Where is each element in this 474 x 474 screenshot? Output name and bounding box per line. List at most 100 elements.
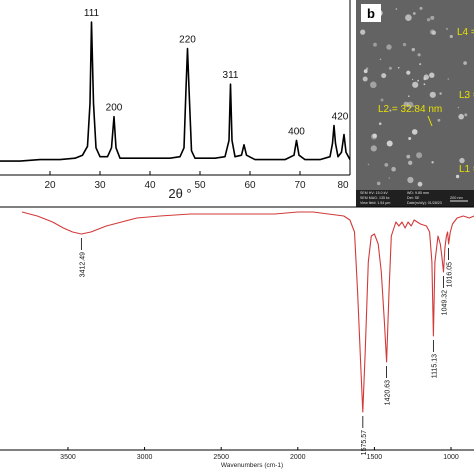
sem-particle [464, 96, 467, 99]
xrd-peak-label: 111 [84, 8, 100, 19]
xrd-tick-label: 20 [44, 180, 56, 191]
sem-meta-date: Date(m/d/y): 01/28/23 [407, 201, 442, 205]
sem-particle [419, 6, 423, 10]
sem-particle [407, 176, 414, 184]
sem-measure-line [427, 115, 433, 127]
sem-particle [391, 166, 396, 172]
sem-particle [411, 129, 418, 135]
sem-particle [378, 122, 382, 125]
xrd-peak-label: 220 [179, 35, 196, 46]
ftir-tick-label: 3000 [137, 454, 153, 461]
sem-particle [406, 154, 411, 159]
sem-panel-letter: b [367, 6, 375, 21]
sem-particle [388, 177, 390, 179]
sem-scale-l1: L1 = [459, 164, 474, 175]
sem-meta-scalebar: 200 nm [450, 196, 463, 200]
xrd-peak-label: 200 [106, 103, 123, 114]
sem-particle [429, 72, 435, 78]
ftir-peak-label: 1115.13 [431, 354, 438, 378]
sem-particle [455, 174, 460, 179]
sem-particle [395, 8, 398, 10]
sem-particle [405, 14, 412, 21]
sem-particle [365, 67, 369, 70]
ftir-peak-label: 1049.32 [441, 290, 448, 315]
ftir-tick-label: 2000 [290, 454, 306, 461]
sem-shade [356, 0, 474, 190]
xrd-tick-label: 70 [294, 180, 306, 191]
sem-particle [457, 106, 460, 109]
ftir-x-label: Wavenumbers (cm-1) [221, 462, 283, 469]
ftir-chart: 3500 3000 2500 2000 1500 1000 3412.49 1575.57 1… [0, 206, 474, 469]
sem-particle [423, 83, 426, 86]
sem-particle [389, 109, 392, 112]
ftir-peak-label: 3412.49 [79, 252, 86, 277]
sem-particle [458, 113, 465, 120]
sem-particle [417, 181, 423, 187]
ftir-peak-label: 1420.63 [385, 380, 392, 405]
ftir-tick-label: 2500 [213, 454, 229, 461]
sem-particle [406, 70, 411, 75]
sem-particle [459, 157, 465, 164]
sem-meta-det: Det: SE [407, 196, 420, 200]
ftir-peak-label: 1575.57 [361, 430, 368, 455]
xrd-tick-label: 50 [194, 180, 206, 191]
xrd-x-label: 2θ ° [168, 186, 191, 201]
sem-meta-mag: SEM MAG: 135 kx [360, 196, 390, 200]
sem-particle [447, 78, 450, 80]
sem-particle [419, 63, 422, 66]
sem-particle [417, 53, 421, 57]
xrd-tick-label: 40 [144, 180, 156, 191]
sem-meta-wd: WD: 9.85 mm [407, 191, 429, 195]
sem-particle [376, 181, 381, 186]
sem-particle [370, 145, 377, 152]
sem-letter-box [361, 4, 381, 22]
sem-particle [429, 91, 436, 98]
sem-particle [373, 42, 377, 47]
sem-particle [379, 58, 382, 60]
sem-info-bar [356, 190, 474, 207]
sem-particle [381, 73, 387, 79]
sem-particle [386, 44, 392, 50]
sem-particle [370, 81, 377, 89]
xrd-peak-label: 311 [223, 70, 239, 81]
sem-particle [430, 15, 435, 20]
sem-particle [408, 137, 412, 140]
xrd-tick-label: 30 [94, 180, 106, 191]
xrd-peak-label: 420 [332, 112, 349, 123]
sem-particle [412, 12, 416, 15]
ftir-peak-label: 1016.05 [447, 262, 454, 287]
sem-particle [360, 29, 366, 35]
sem-particle [437, 118, 441, 122]
sem-particle [416, 152, 423, 159]
sem-particle [412, 81, 419, 88]
sem-particle [412, 78, 414, 81]
sem-particle [408, 95, 410, 97]
xrd-series-line [0, 21, 351, 162]
sem-particle [388, 66, 392, 70]
sem-particle [380, 98, 384, 102]
sem-meta-view: View field: 1.54 μm [360, 201, 390, 205]
ftir-tick-label: 1500 [367, 454, 383, 461]
ftir-series-line [21, 211, 474, 413]
ftir-tick-label: 3500 [60, 454, 76, 461]
sem-particle [386, 140, 393, 147]
sem-particle [431, 161, 434, 164]
sem-particle [445, 27, 449, 30]
sem-scale-l2: L2 = 32.84 nm [378, 104, 442, 115]
xrd-peak-label: 400 [288, 126, 305, 137]
sem-particle [372, 133, 377, 138]
xrd-chart: 20 30 40 50 60 70 80 111 200 220 311 400 420 2θ ° [0, 0, 351, 201]
sem-particle [426, 18, 431, 22]
sem-particle [407, 101, 414, 108]
sem-particle [423, 74, 429, 80]
sem-particle [439, 92, 442, 95]
sem-particle [408, 160, 413, 165]
sem-particle [367, 163, 370, 166]
sem-particle [463, 61, 467, 65]
sem-image-panel: b L4 = L3 = L2 = 32.84 nm L1 = SEM HV: 1… [356, 0, 474, 207]
sem-particle [397, 66, 400, 69]
sem-particle [417, 79, 419, 82]
sem-particle [413, 105, 415, 107]
sem-particle [384, 163, 389, 167]
